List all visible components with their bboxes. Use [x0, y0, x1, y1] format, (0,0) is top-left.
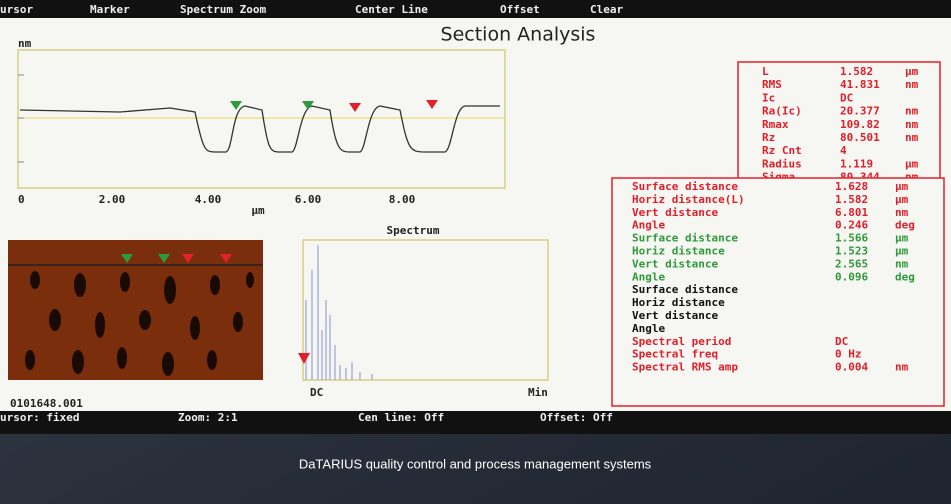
roughness-unit: nm: [905, 105, 919, 118]
status-item: Offset: Off: [540, 411, 613, 424]
spectrum-left: DC: [310, 386, 323, 399]
x-tick-label: 4.00: [195, 193, 222, 206]
measurement-value: 1.566: [835, 232, 868, 245]
measurement-value: 2.565: [835, 257, 868, 270]
roughness-value: 109.82: [840, 118, 880, 131]
y-unit: nm: [18, 37, 32, 50]
measurement-label: Angle: [632, 322, 665, 335]
measurement-value: 1.523: [835, 245, 868, 258]
measurement-value: DC: [835, 335, 848, 348]
caption: DaTARIUS quality control and process man…: [299, 456, 652, 471]
measurement-value: 1.628: [835, 180, 868, 193]
measurement-label: Horiz distance: [632, 245, 725, 258]
measurement-value: 0.004: [835, 361, 868, 374]
measurement-label: Surface distance: [632, 232, 738, 245]
roughness-label: Rmax: [762, 118, 789, 131]
file-name: 0101648.001: [10, 397, 83, 410]
roughness-label: Ra(Ic): [762, 105, 802, 118]
status-item: ursor: fixed: [0, 411, 79, 424]
menu-item: Center Line: [355, 3, 428, 16]
roughness-label: Radius: [762, 157, 802, 170]
measurement-label: Spectral RMS amp: [632, 361, 738, 374]
title: Section Analysis: [441, 24, 596, 46]
measurement-label: Spectral freq: [632, 348, 718, 361]
roughness-value: 20.377: [840, 105, 880, 118]
measurement-unit: μm: [895, 232, 909, 245]
roughness-value: DC: [840, 91, 853, 104]
measurement-label: Surface distance: [632, 283, 738, 296]
measurement-label: Vert distance: [632, 206, 718, 219]
measurement-unit: nm: [895, 361, 909, 374]
roughness-value: 4: [840, 144, 847, 157]
roughness-label: L: [762, 65, 769, 78]
measurement-label: Angle: [632, 270, 665, 283]
roughness-unit: μm: [905, 65, 919, 78]
measurement-unit: μm: [895, 245, 909, 258]
measurement-label: Spectral period: [632, 335, 731, 348]
roughness-label: Ic: [762, 91, 775, 104]
menu-bar: [0, 0, 951, 18]
measurement-value: 1.582: [835, 193, 868, 206]
menu-item: Spectrum Zoom: [180, 3, 266, 16]
roughness-unit: nm: [905, 118, 919, 131]
measurement-value: 0.096: [835, 270, 868, 283]
measurement-unit: μm: [895, 180, 909, 193]
roughness-unit: nm: [905, 131, 919, 144]
menu-item: Clear: [590, 3, 623, 16]
x-tick-label: 8.00: [389, 193, 416, 206]
x-tick-label: 6.00: [295, 193, 322, 206]
measurement-value: 6.801: [835, 206, 868, 219]
measurement-unit: μm: [895, 193, 909, 206]
screen: Section Analysis nm 0 2.00 4.00 6.00 8.00 μm…: [0, 0, 951, 504]
x-tick-label: 2.00: [99, 193, 126, 206]
afm-image: [8, 240, 263, 380]
measurement-label: Horiz distance(L): [632, 193, 745, 206]
menu-item: Marker: [90, 3, 130, 16]
x-tick-label: 0: [18, 193, 25, 206]
measurement-unit: deg: [895, 219, 915, 232]
menu-item: ursor: [0, 3, 33, 16]
roughness-value: 1.119: [840, 157, 873, 170]
roughness-unit: nm: [905, 78, 919, 91]
menu-item: Offset: [500, 3, 540, 16]
roughness-value: 80.501: [840, 131, 880, 144]
measurement-label: Horiz distance: [632, 296, 725, 309]
status-item: Zoom: 2:1: [178, 411, 238, 424]
status-bar: [0, 411, 951, 434]
measurement-unit: deg: [895, 270, 915, 283]
status-item: Cen line: Off: [358, 411, 444, 424]
measurement-value: 0 Hz: [835, 348, 862, 361]
roughness-value: 41.831: [840, 78, 880, 91]
measurement-label: Surface distance: [632, 180, 738, 193]
roughness-label: Rz Cnt: [762, 144, 802, 157]
measurement-unit: nm: [895, 206, 909, 219]
spectrum-right: Min: [528, 386, 548, 399]
measurement-label: Angle: [632, 219, 665, 232]
roughness-label: Rz: [762, 131, 775, 144]
measurement-label: Vert distance: [632, 309, 718, 322]
roughness-unit: μm: [905, 157, 919, 170]
x-unit: μm: [251, 204, 265, 217]
measurement-label: Vert distance: [632, 257, 718, 270]
measurement-value: 0.246: [835, 219, 868, 232]
roughness-label: RMS: [762, 78, 782, 91]
spectrum-title: Spectrum: [387, 224, 440, 237]
measurement-unit: nm: [895, 257, 909, 270]
roughness-value: 1.582: [840, 65, 873, 78]
